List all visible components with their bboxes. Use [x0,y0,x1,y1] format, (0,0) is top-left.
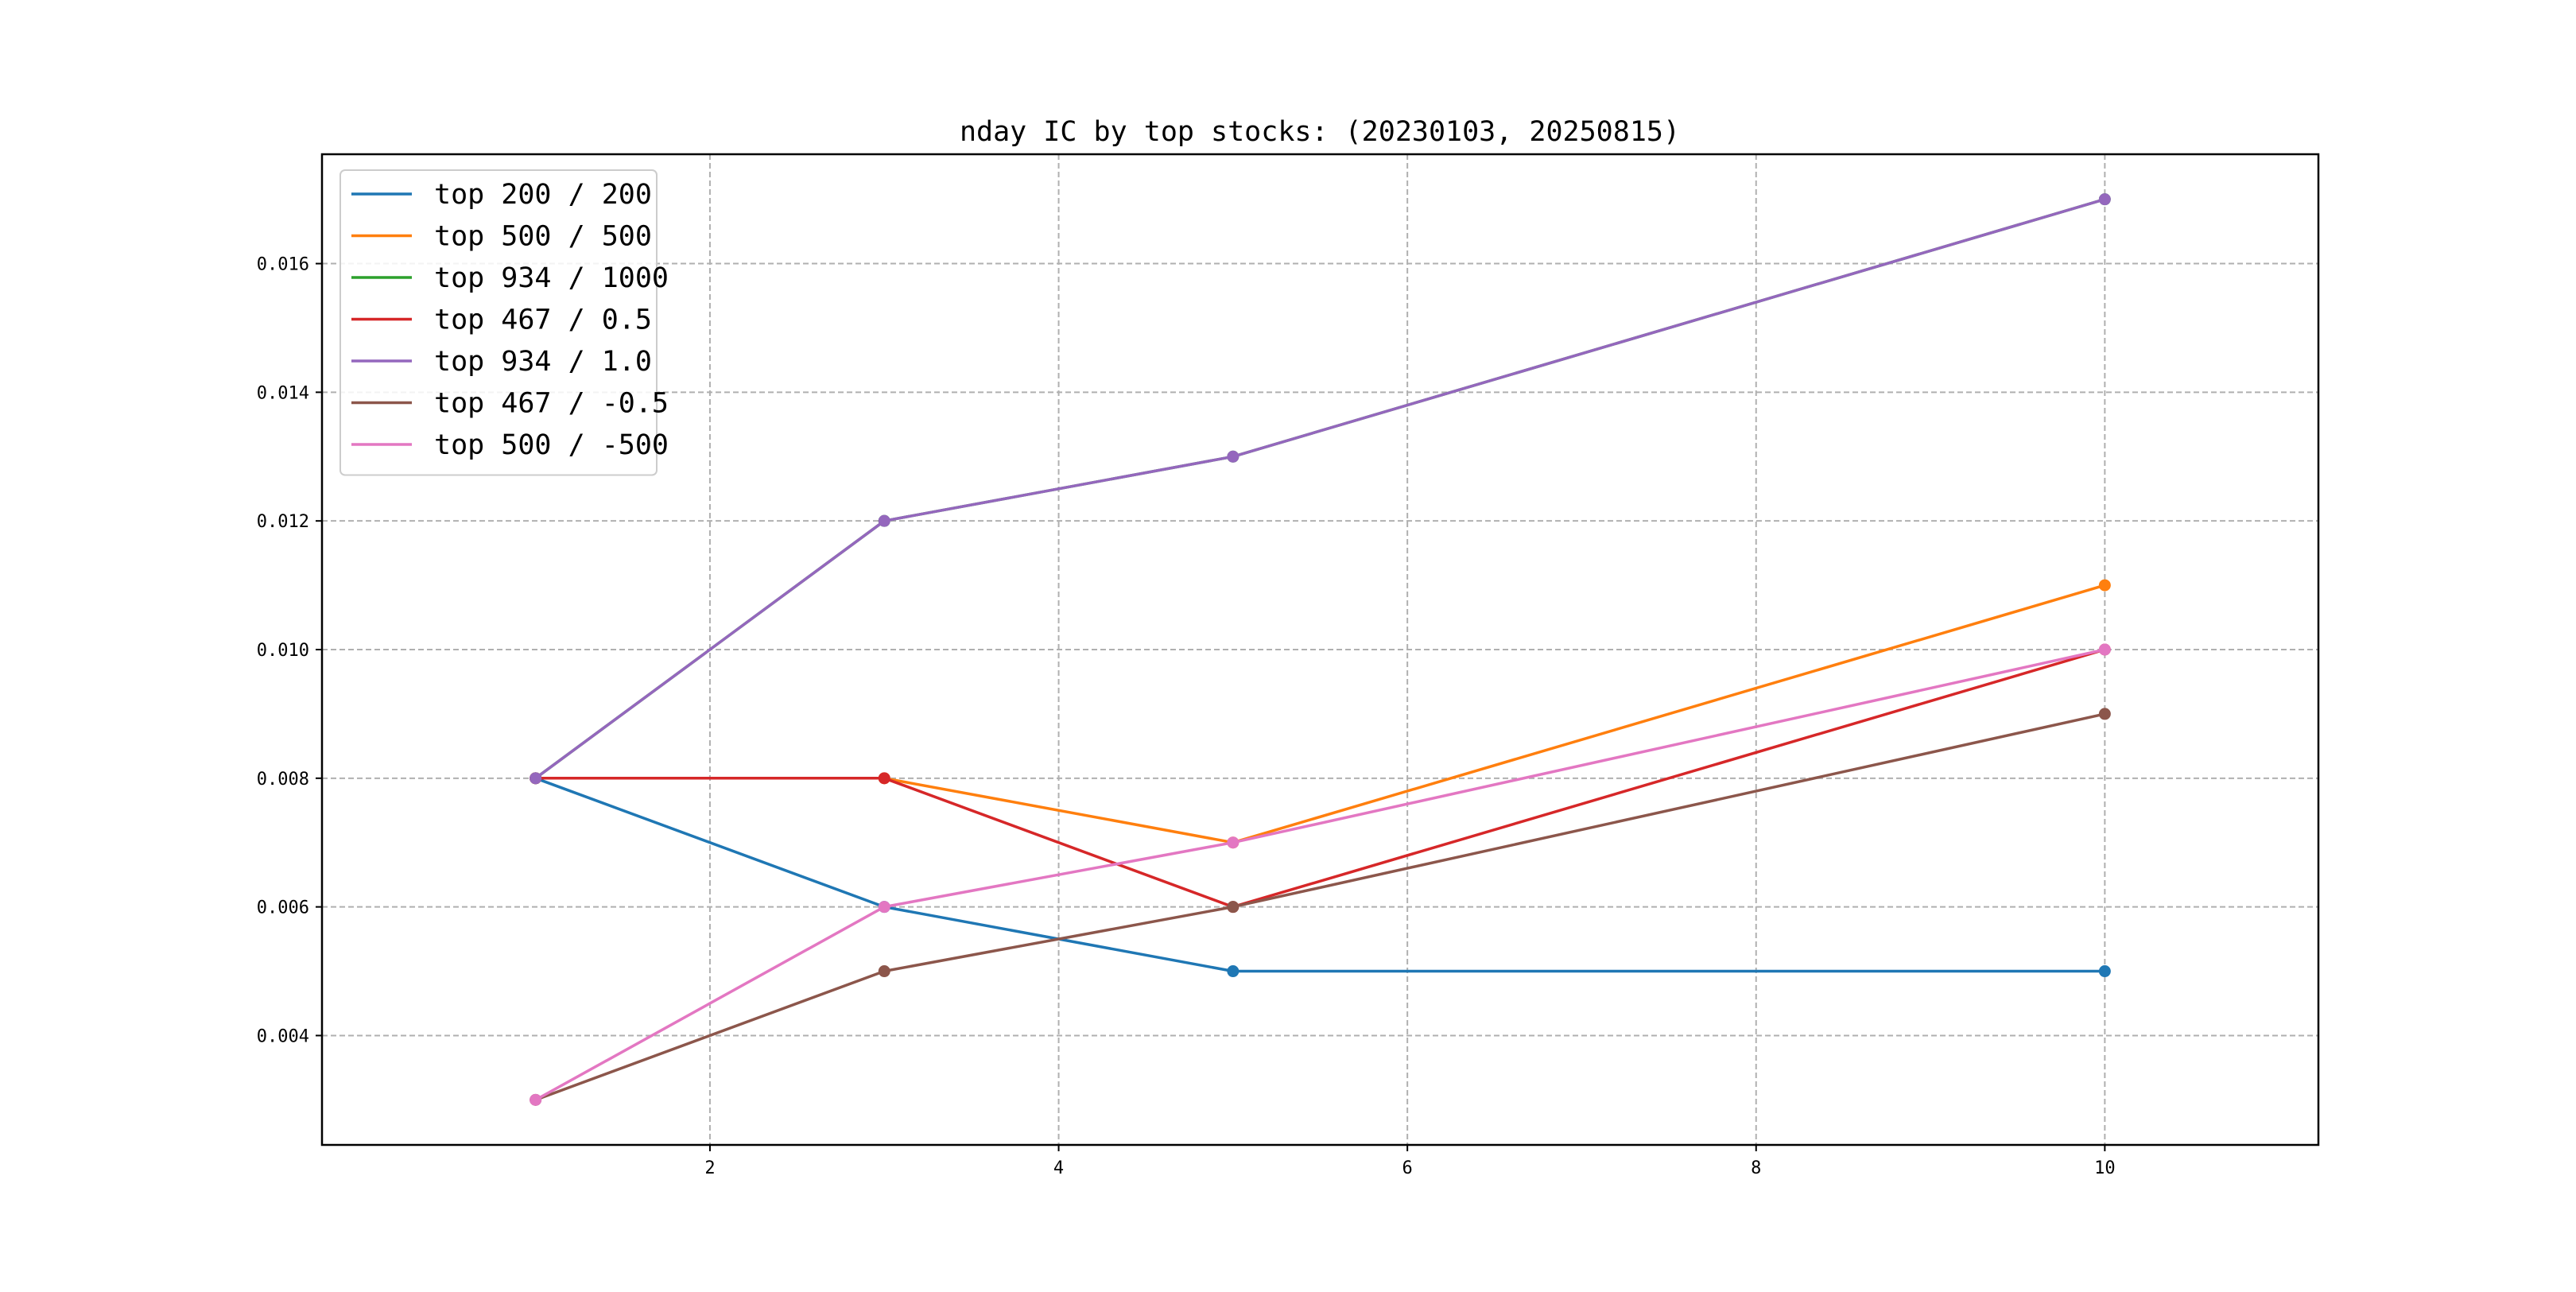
legend-label: top 500 / -500 [434,429,669,461]
data-point [1227,901,1240,914]
y-tick-label: 0.010 [257,641,309,661]
data-point [1227,450,1240,463]
legend-label: top 200 / 200 [434,179,652,211]
data-point [2098,965,2111,978]
data-point [530,772,542,785]
series-6 [530,643,2111,1106]
legend-label: top 467 / 0.5 [434,305,652,336]
data-point [878,901,890,914]
x-tick-label: 10 [2094,1158,2116,1178]
series-line [535,648,2105,909]
legend-label: top 934 / 1000 [434,262,669,294]
y-tick-label: 0.012 [257,512,309,532]
data-point [878,514,890,527]
legend-label: top 934 / 1.0 [434,346,652,378]
data-point [1227,965,1240,978]
data-point [2098,643,2111,656]
y-tick-label: 0.014 [257,383,309,403]
legend-label: top 467 / -0.5 [434,388,669,420]
x-tick-label: 4 [1053,1158,1064,1178]
series-line [534,712,2105,1102]
series-line [534,197,2105,780]
data-point [2098,708,2111,720]
y-tick-label: 0.004 [257,1026,309,1046]
data-point [878,772,890,785]
data-point [2098,193,2111,206]
y-tick-label: 0.016 [257,255,309,275]
axis-ticks: 2 4 6 8 10 0.004 0.006 0.008 0.010 0.012 0.014 0.01… [257,255,2116,1178]
x-tick-label: 2 [704,1158,715,1178]
x-tick-label: 8 [1751,1158,1761,1178]
data-point [530,1093,542,1106]
series-4 [530,193,2111,785]
y-tick-label: 0.008 [257,770,309,790]
x-tick-label: 6 [1402,1158,1413,1178]
chart-title: nday IC by top stocks: (20230103, 202508… [960,116,1680,148]
y-tick-label: 0.006 [257,898,309,918]
legend-box [339,169,658,476]
data-point [1227,836,1240,849]
legend-label: top 500 / 500 [434,221,652,253]
series-lines [530,193,2111,1106]
data-point [2098,579,2111,592]
data-point [878,965,890,978]
series-line [534,648,2105,1101]
legend: top 200 / 200 top 500 / 500 top 934 / 1000… [339,169,669,476]
